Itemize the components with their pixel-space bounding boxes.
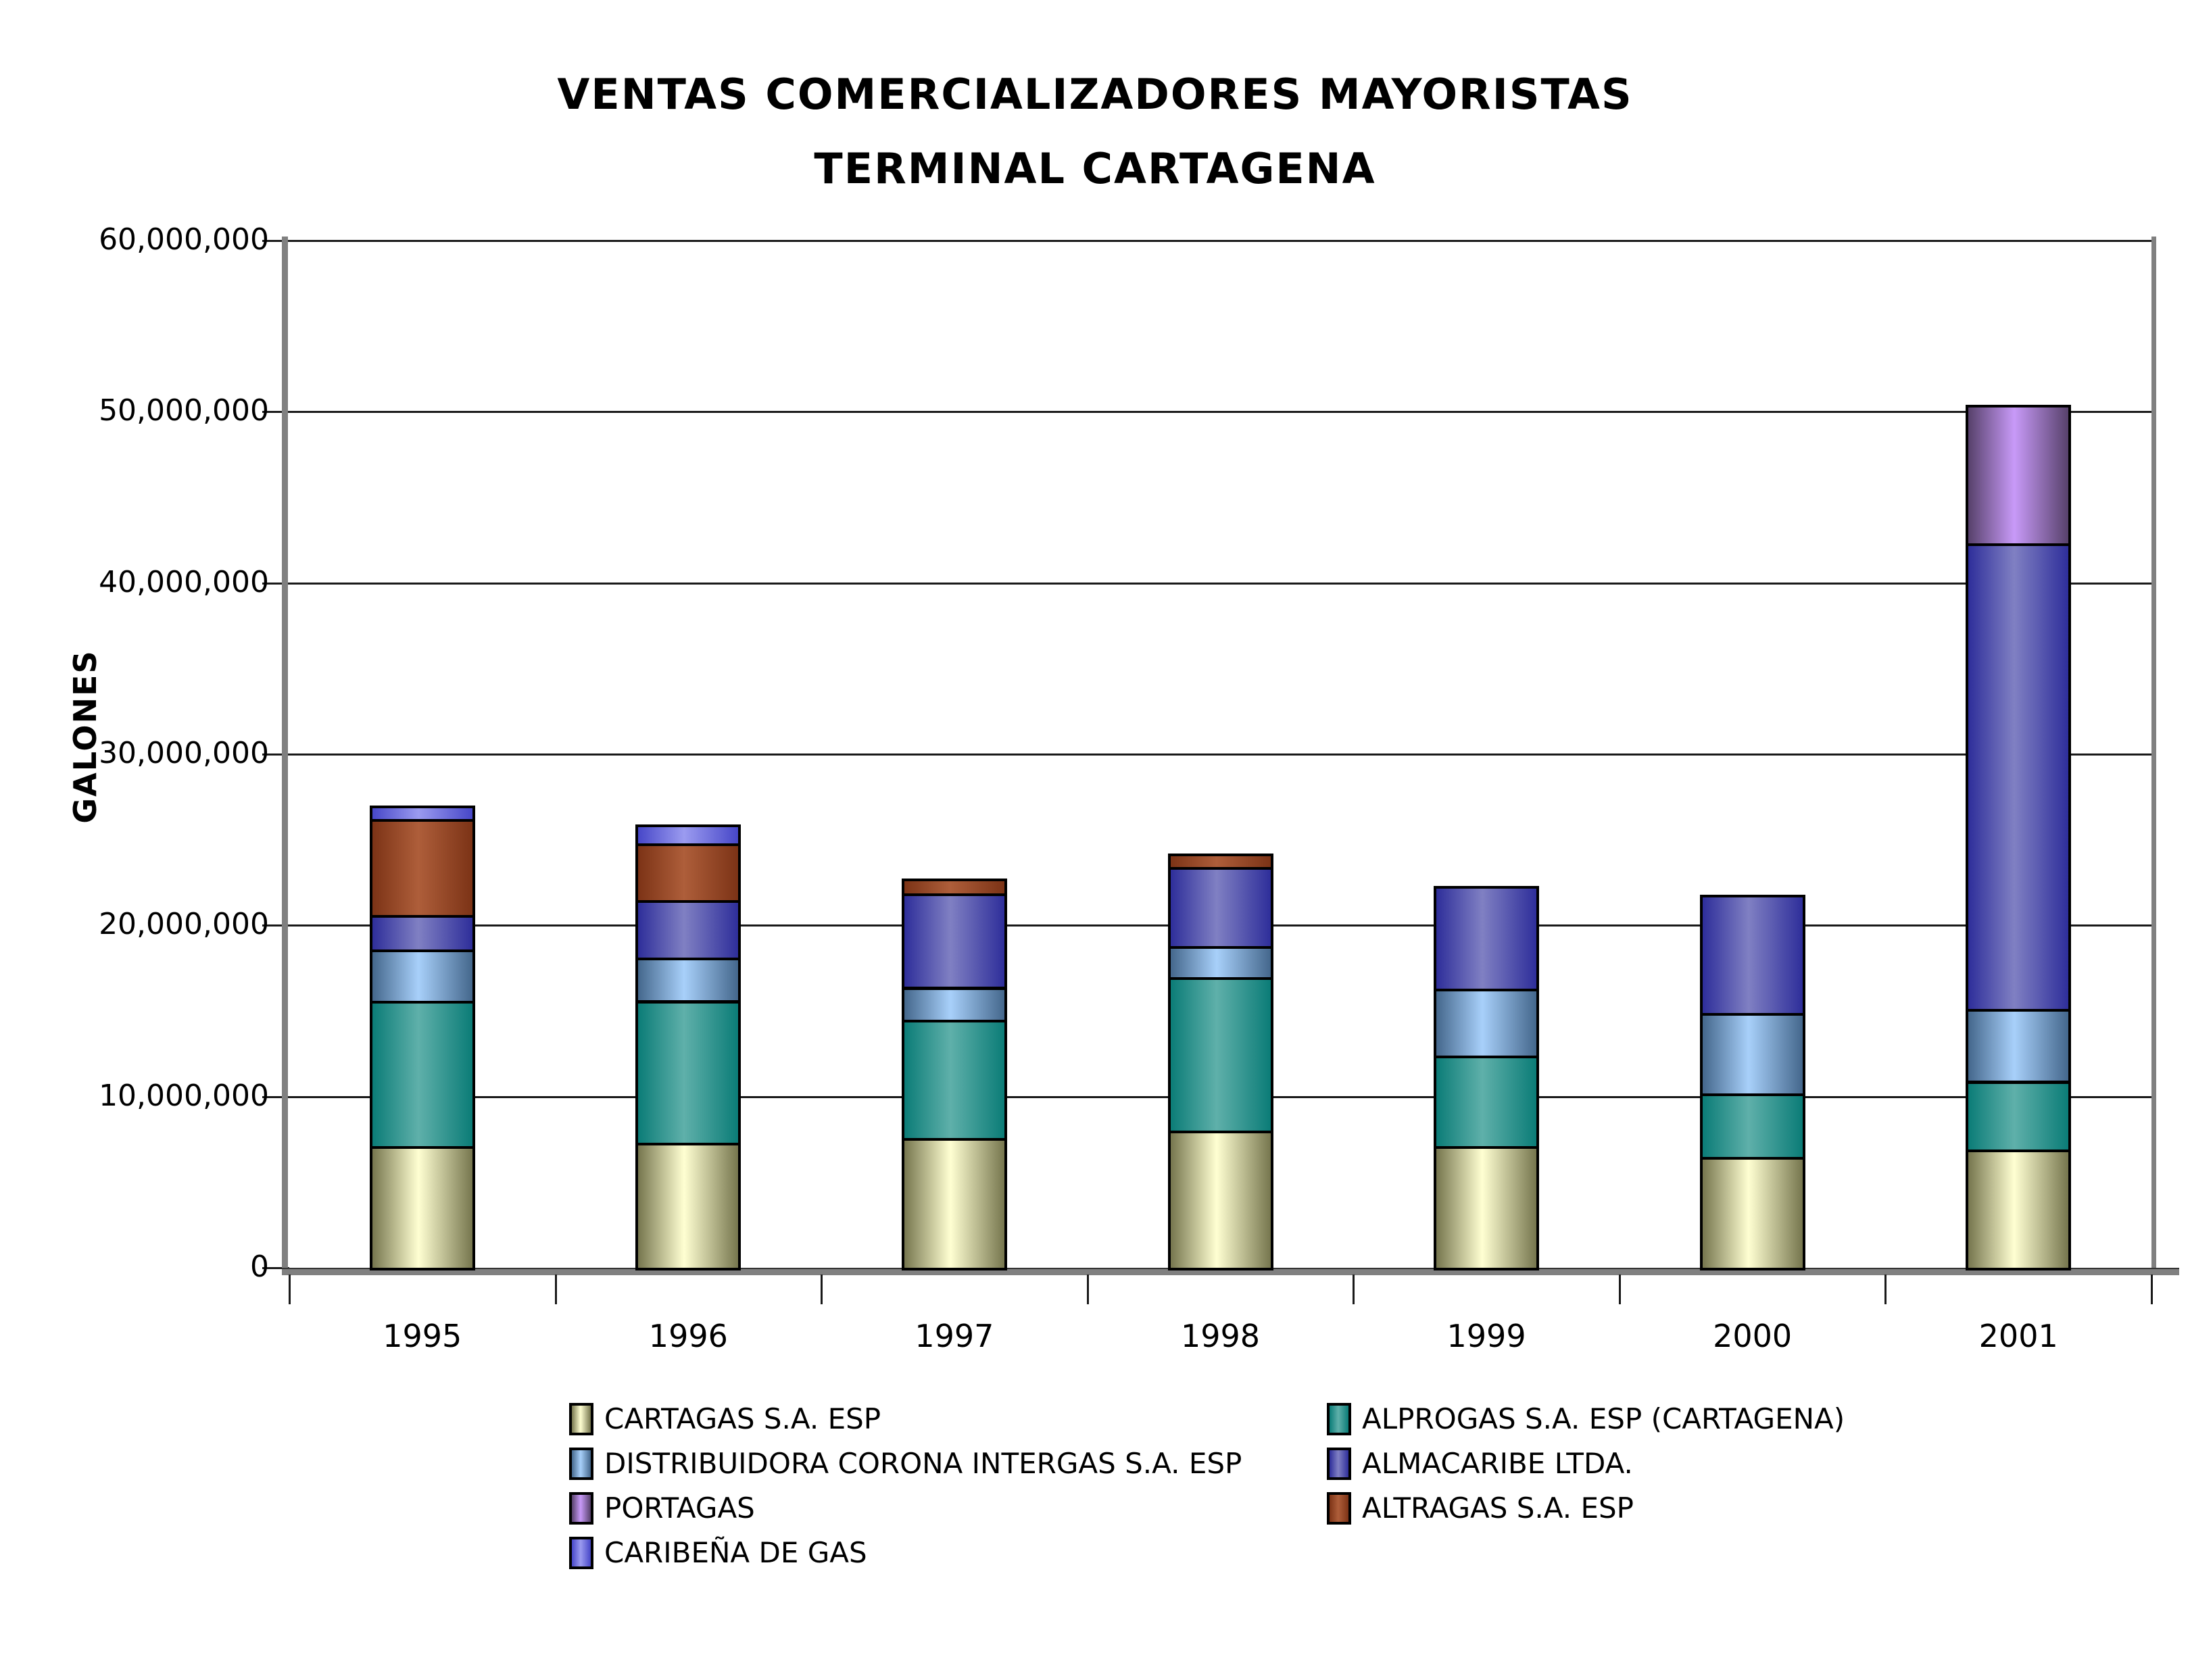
bar-segment-2001-ALPROGAS S.A. ESP (CARTAGENA) [1966, 1081, 2071, 1152]
bar-segment-2000-ALMACARIBE LTDA. [1700, 895, 1805, 1016]
x-tick-3 [1086, 1275, 1089, 1304]
legend-label-CARTAGAS S.A. ESP: CARTAGAS S.A. ESP [604, 1402, 881, 1435]
y-tick-10,000,000 [262, 1095, 289, 1098]
y-tick-40,000,000 [262, 582, 289, 585]
x-tick-6 [1884, 1275, 1887, 1304]
x-tick-0 [289, 1275, 291, 1304]
bar-segment-1996-ALPROGAS S.A. ESP (CARTAGENA) [635, 1001, 741, 1145]
y-tick-20,000,000 [262, 924, 289, 927]
bar-segment-1996-ALTRAGAS S.A. ESP [635, 843, 741, 903]
bar-segment-2001-DISTRIBUIDORA CORONA INTERGAS S.A. ESP [1966, 1009, 2071, 1083]
gridline-60,000,000 [289, 240, 2151, 242]
legend-swatch-DISTRIBUIDORA CORONA INTERGAS S.A. ESP [569, 1448, 593, 1480]
x-tick-7 [2151, 1275, 2153, 1304]
legend-swatch-ALTRAGAS S.A. ESP [1327, 1492, 1351, 1525]
bar-segment-1996-ALMACARIBE LTDA. [635, 899, 741, 960]
bar-segment-1998-ALPROGAS S.A. ESP (CARTAGENA) [1168, 977, 1273, 1133]
legend-label-ALPROGAS S.A. ESP (CARTAGENA): ALPROGAS S.A. ESP (CARTAGENA) [1362, 1402, 1845, 1435]
gridline-50,000,000 [289, 411, 2151, 414]
gridline-30,000,000 [289, 753, 2151, 756]
bar-segment-1997-ALMACARIBE LTDA. [902, 893, 1007, 989]
legend-label-ALTRAGAS S.A. ESP: ALTRAGAS S.A. ESP [1362, 1491, 1634, 1525]
y-axis-label-0: 0 [250, 1250, 269, 1284]
legend-swatch-CARIBEÑA DE GAS [569, 1537, 593, 1569]
bar-segment-1995-ALPROGAS S.A. ESP (CARTAGENA) [370, 1001, 475, 1149]
bar-segment-2000-ALPROGAS S.A. ESP (CARTAGENA) [1700, 1093, 1805, 1160]
legend-swatch-ALMACARIBE LTDA. [1327, 1448, 1351, 1480]
bar-segment-1995-ALMACARIBE LTDA. [370, 915, 475, 952]
x-axis-label-1999: 1999 [1446, 1318, 1526, 1354]
y-axis-label-50,000,000: 50,000,000 [99, 393, 269, 428]
x-axis-label-1996: 1996 [648, 1318, 728, 1354]
x-tick-5 [1618, 1275, 1621, 1304]
bar-segment-1995-CARIBEÑA DE GAS [370, 806, 475, 822]
bar-segment-1997-ALPROGAS S.A. ESP (CARTAGENA) [902, 1020, 1007, 1141]
x-axis-label-1998: 1998 [1180, 1318, 1261, 1354]
bar-segment-1996-DISTRIBUIDORA CORONA INTERGAS S.A. ESP [635, 958, 741, 1003]
x-axis-label-2001: 2001 [1978, 1318, 2058, 1354]
bar-segment-1999-DISTRIBUIDORA CORONA INTERGAS S.A. ESP [1434, 989, 1539, 1058]
bar-segment-1998-DISTRIBUIDORA CORONA INTERGAS S.A. ESP [1168, 946, 1273, 980]
legend-label-ALMACARIBE LTDA.: ALMACARIBE LTDA. [1362, 1447, 1633, 1480]
bar-segment-1997-ALTRAGAS S.A. ESP [902, 879, 1007, 896]
bar-segment-1995-CARTAGAS S.A. ESP [370, 1146, 475, 1270]
legend-swatch-ALPROGAS S.A. ESP (CARTAGENA) [1327, 1403, 1351, 1435]
bar-segment-1998-ALTRAGAS S.A. ESP [1168, 854, 1273, 870]
bar-segment-1997-CARTAGAS S.A. ESP [902, 1137, 1007, 1270]
bar-segment-1995-ALTRAGAS S.A. ESP [370, 819, 475, 918]
y-tick-30,000,000 [262, 753, 289, 756]
plot-wall-right [2151, 237, 2156, 1273]
bar-segment-2000-CARTAGAS S.A. ESP [1700, 1156, 1805, 1270]
y-axis-label-20,000,000: 20,000,000 [99, 907, 269, 942]
chart-title-line2: TERMINAL CARTAGENA [814, 144, 1376, 193]
x-tick-2 [821, 1275, 823, 1304]
y-tick-50,000,000 [262, 411, 289, 414]
x-tick-1 [554, 1275, 557, 1304]
legend-swatch-CARTAGAS S.A. ESP [569, 1403, 593, 1435]
legend-label-PORTAGAS: PORTAGAS [604, 1491, 755, 1525]
y-tick-60,000,000 [262, 240, 289, 242]
legend-label-CARIBEÑA DE GAS: CARIBEÑA DE GAS [604, 1536, 867, 1569]
bar-segment-2001-PORTAGAS [1966, 405, 2071, 546]
bar-segment-1998-ALMACARIBE LTDA. [1168, 867, 1273, 949]
y-axis-label-10,000,000: 10,000,000 [99, 1078, 269, 1113]
y-tick-0 [262, 1267, 289, 1269]
bar-segment-2001-CARTAGAS S.A. ESP [1966, 1150, 2071, 1270]
bar-segment-1997-DISTRIBUIDORA CORONA INTERGAS S.A. ESP [902, 987, 1007, 1022]
x-axis-label-2000: 2000 [1713, 1318, 1793, 1354]
y-axis-wall-left [282, 237, 288, 1273]
chart-title-line1: VENTAS COMERCIALIZADORES MAYORISTAS [557, 70, 1633, 119]
bar-segment-1996-CARIBEÑA DE GAS [635, 824, 741, 846]
bar-segment-1999-ALPROGAS S.A. ESP (CARTAGENA) [1434, 1056, 1539, 1149]
bar-segment-1996-CARTAGAS S.A. ESP [635, 1143, 741, 1270]
x-axis-label-1997: 1997 [915, 1318, 994, 1354]
bar-segment-2001-ALMACARIBE LTDA. [1966, 543, 2071, 1012]
bar-segment-2000-DISTRIBUIDORA CORONA INTERGAS S.A. ESP [1700, 1013, 1805, 1096]
bar-segment-1999-CARTAGAS S.A. ESP [1434, 1146, 1539, 1270]
bar-segment-1995-DISTRIBUIDORA CORONA INTERGAS S.A. ESP [370, 949, 475, 1004]
x-tick-4 [1353, 1275, 1355, 1304]
gridline-40,000,000 [289, 582, 2151, 585]
bar-segment-1998-CARTAGAS S.A. ESP [1168, 1131, 1273, 1270]
y-axis-label-30,000,000: 30,000,000 [99, 736, 269, 770]
x-axis-label-1995: 1995 [383, 1318, 462, 1354]
legend-swatch-PORTAGAS [569, 1492, 593, 1525]
legend-label-DISTRIBUIDORA CORONA INTERGAS S.A. ESP: DISTRIBUIDORA CORONA INTERGAS S.A. ESP [604, 1447, 1242, 1480]
y-axis-label-40,000,000: 40,000,000 [99, 564, 269, 599]
bar-segment-1999-ALMACARIBE LTDA. [1434, 886, 1539, 991]
y-axis-label-60,000,000: 60,000,000 [99, 222, 269, 257]
